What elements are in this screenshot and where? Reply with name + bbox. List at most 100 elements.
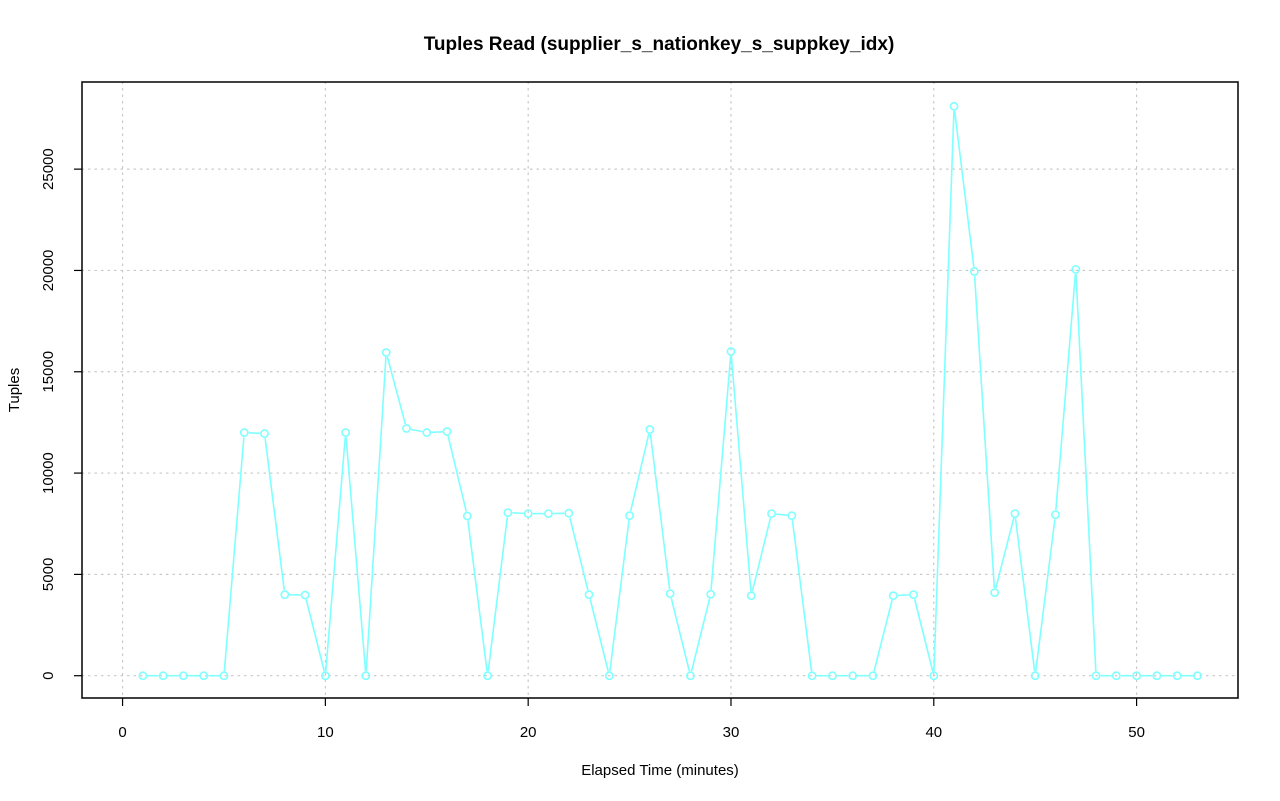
data-point xyxy=(564,508,574,518)
series-line-segment xyxy=(447,435,468,512)
x-tick-label: 40 xyxy=(925,724,942,741)
data-point xyxy=(361,671,371,681)
x-tick-label: 20 xyxy=(520,724,537,741)
y-tick-label: 15000 xyxy=(40,351,57,393)
x-tick-label: 0 xyxy=(118,724,126,741)
data-point xyxy=(320,671,330,681)
data-point xyxy=(239,428,249,437)
series-line-segment xyxy=(609,520,630,672)
data-point xyxy=(158,671,168,681)
data-point xyxy=(706,589,716,599)
data-point xyxy=(1152,671,1162,681)
series-line-segment xyxy=(410,428,423,433)
series-line-segment xyxy=(264,438,286,591)
data-point xyxy=(969,267,979,276)
data-point xyxy=(462,511,472,521)
series-line-segment xyxy=(324,437,347,672)
series-line-segment xyxy=(305,599,326,672)
data-point xyxy=(848,671,858,681)
data-point xyxy=(219,671,229,681)
data-point xyxy=(746,591,756,601)
series-line-segment xyxy=(223,437,245,672)
data-point xyxy=(1071,265,1081,274)
data-point xyxy=(888,591,898,601)
data-point xyxy=(199,671,209,681)
data-point xyxy=(402,424,411,433)
data-point xyxy=(1193,671,1202,681)
series-line-segment xyxy=(791,520,813,672)
data-point xyxy=(1091,671,1101,681)
data-point xyxy=(909,590,918,600)
data-point xyxy=(300,590,310,600)
data-point xyxy=(1172,671,1182,681)
series-line-segment xyxy=(933,110,955,672)
data-point xyxy=(767,509,776,519)
series-layer xyxy=(138,101,1202,681)
data-point xyxy=(665,589,675,599)
series-line-segment xyxy=(710,356,732,590)
data-point xyxy=(645,425,655,434)
data-point xyxy=(787,511,797,521)
data-point xyxy=(726,347,736,356)
data-point xyxy=(422,428,432,437)
series-line-segment xyxy=(690,598,711,672)
data-point xyxy=(1111,671,1121,681)
data-point xyxy=(523,509,533,519)
data-point xyxy=(341,428,351,437)
series-line-segment xyxy=(649,433,671,590)
series-line-segment xyxy=(953,110,975,267)
y-tick-label: 0 xyxy=(40,672,57,680)
series-line-segment xyxy=(487,517,509,672)
series-line-segment xyxy=(973,276,996,589)
series-line-segment xyxy=(897,594,909,597)
series-line-segment xyxy=(248,431,260,435)
data-point xyxy=(179,671,188,681)
data-point xyxy=(1132,671,1141,681)
data-point xyxy=(544,509,553,519)
series-line-segment xyxy=(913,598,934,672)
data-point xyxy=(686,671,695,681)
axis-ticks: 0 10 20 30 40 50 0 5000 10000 15000 20000 25000 xyxy=(40,148,1145,741)
series-line-segment xyxy=(345,437,367,672)
series-line-segment xyxy=(1055,273,1077,511)
series-line-segment xyxy=(751,517,772,592)
series-line-segment xyxy=(776,513,788,516)
data-point xyxy=(990,588,1000,598)
series-line-segment xyxy=(467,520,488,672)
data-point xyxy=(442,427,452,436)
series-line-segment xyxy=(365,357,387,672)
data-point xyxy=(260,429,269,438)
series-line-segment xyxy=(512,512,524,515)
chart-title: Tuples Read (supplier_s_nationkey_s_supp… xyxy=(424,34,895,55)
series-line-segment xyxy=(431,430,443,434)
x-tick-label: 50 xyxy=(1128,724,1145,741)
data-point xyxy=(929,671,939,681)
plot-frame xyxy=(81,81,1239,699)
data-point xyxy=(1010,509,1020,519)
series-line-segment xyxy=(569,517,589,591)
data-point xyxy=(949,101,959,111)
series-line-segment xyxy=(995,517,1015,589)
series-line-segment xyxy=(386,356,407,425)
data-point xyxy=(604,671,614,681)
data-point xyxy=(584,590,594,600)
series-line-segment xyxy=(730,356,752,592)
series-line-segment xyxy=(629,433,650,512)
data-point xyxy=(827,671,837,681)
data-point xyxy=(138,671,148,681)
series-line-segment xyxy=(589,598,609,672)
data-point xyxy=(1030,671,1040,681)
series-line-segment xyxy=(1014,518,1036,672)
series-line-segment xyxy=(873,599,893,672)
data-point xyxy=(1051,510,1060,520)
data-point xyxy=(807,671,817,681)
x-tick-label: 30 xyxy=(723,724,740,741)
data-point xyxy=(280,590,290,600)
data-point xyxy=(503,508,513,517)
data-point xyxy=(868,671,878,681)
data-point xyxy=(483,671,493,681)
data-point xyxy=(381,348,391,357)
y-tick-label: 10000 xyxy=(40,452,57,494)
y-tick-label: 5000 xyxy=(40,558,57,591)
